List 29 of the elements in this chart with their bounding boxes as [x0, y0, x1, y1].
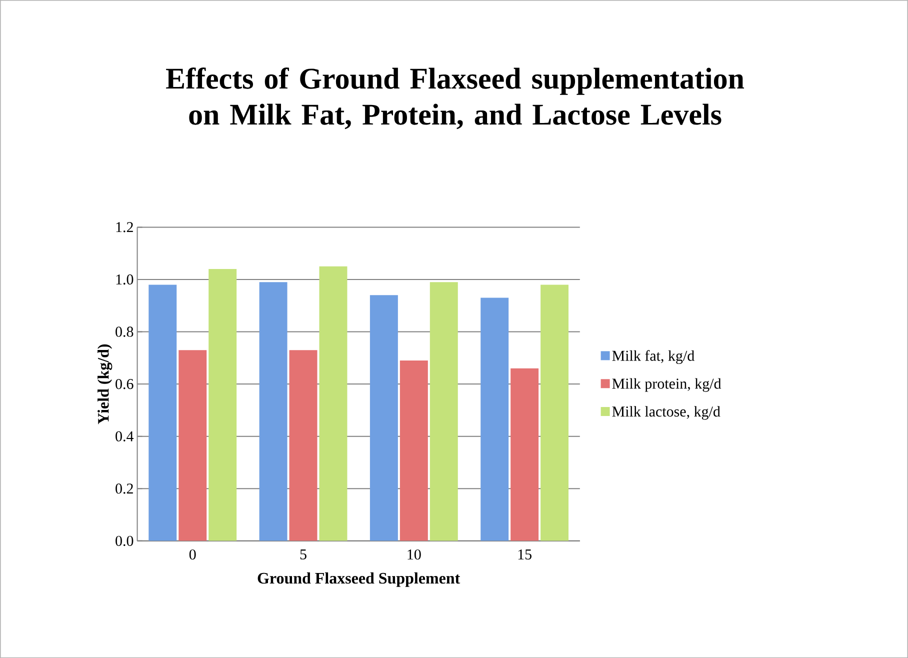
legend-label: Milk protein, kg/d — [612, 378, 722, 392]
bar — [148, 284, 177, 541]
bar — [259, 282, 288, 541]
y-tick-label: 1.2 — [116, 222, 133, 232]
y-tick-label: 1.0 — [116, 274, 134, 284]
bar — [430, 282, 458, 541]
chart-title: Effects of Ground Flaxseed supplementation on Milk Fat, Protein, and Lactose Levels — [166, 67, 744, 130]
y-axis-title: Yield (kg/d) — [98, 344, 112, 424]
legend-label: Milk fat, kg/d — [612, 350, 694, 364]
y-tick-label: 0.4 — [116, 431, 134, 442]
bar — [480, 298, 509, 541]
y-tick-label: 0.8 — [116, 326, 134, 337]
x-tick-label: 0 — [189, 549, 196, 560]
bar — [510, 368, 539, 541]
y-tick-label: 0.6 — [116, 378, 134, 390]
x-tick-label: 15 — [518, 549, 532, 560]
y-tick-label: 0.0 — [116, 536, 134, 546]
bar — [400, 360, 428, 541]
bar — [208, 268, 237, 541]
bar — [540, 284, 569, 541]
bar — [289, 350, 318, 541]
x-axis-title: Ground Flaxseed Supplement — [258, 572, 460, 587]
legend-label: Milk lactose, kg/d — [612, 406, 720, 420]
x-tick-label: 10 — [408, 549, 421, 560]
bar — [370, 295, 398, 541]
bar — [178, 350, 207, 541]
bar — [319, 266, 348, 541]
x-tick-label: 5 — [300, 549, 306, 560]
y-tick-label: 0.2 — [116, 483, 133, 494]
